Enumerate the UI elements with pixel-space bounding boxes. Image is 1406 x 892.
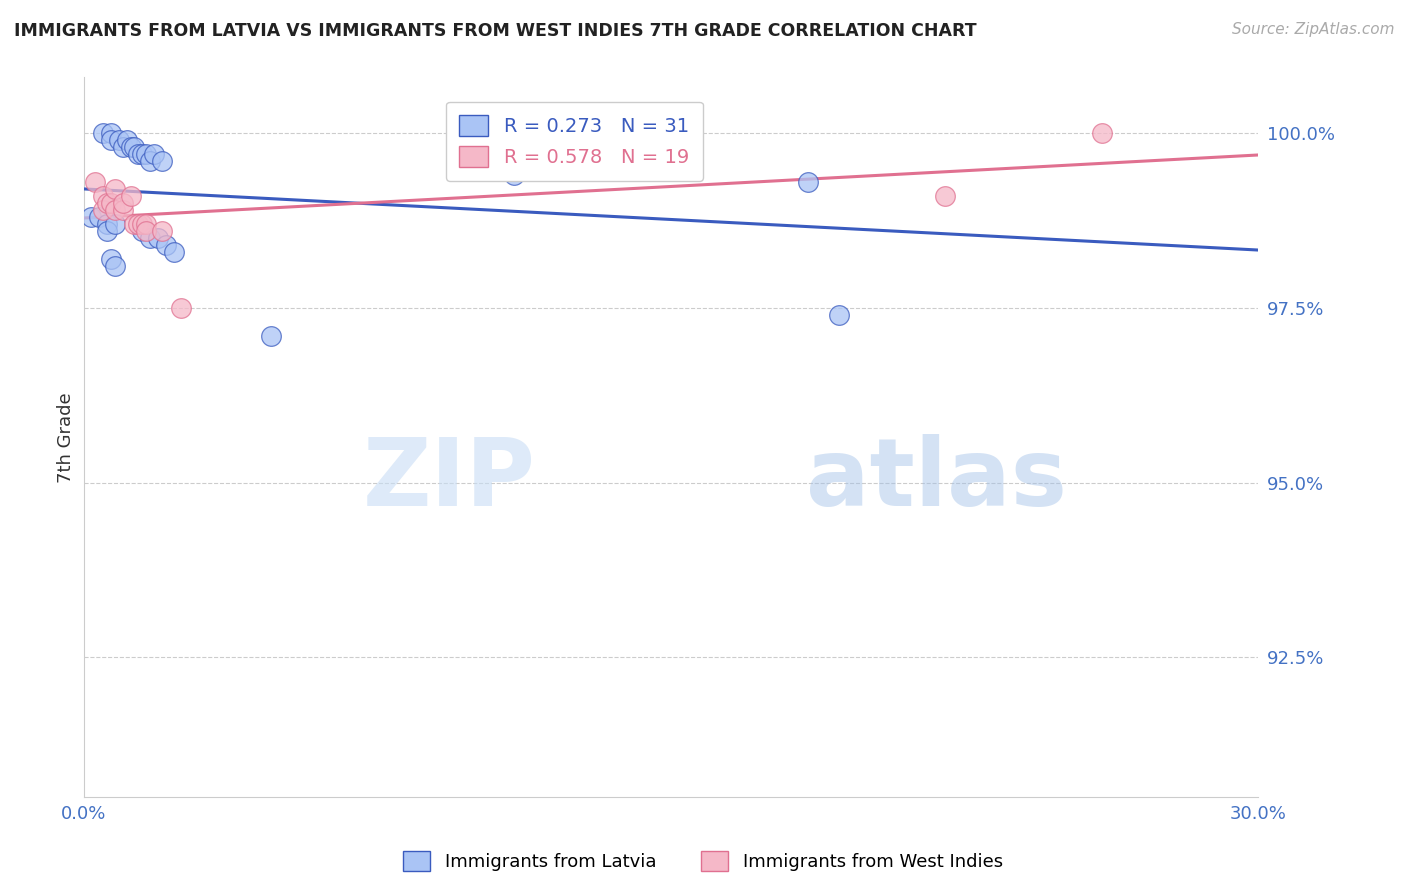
Point: [96, 196, 118, 211]
Point: [107, 133, 129, 147]
Point: [100, 133, 122, 147]
Point: [104, 182, 127, 196]
Point: [150, 224, 173, 238]
Point: [1091, 126, 1114, 140]
Point: [91, 126, 114, 140]
Text: ZIP: ZIP: [363, 434, 536, 526]
Point: [104, 217, 127, 231]
Point: [120, 140, 142, 154]
Point: [797, 175, 820, 189]
Point: [89, 210, 111, 224]
Point: [260, 329, 283, 343]
Point: [503, 168, 526, 182]
Legend: Immigrants from Latvia, Immigrants from West Indies: Immigrants from Latvia, Immigrants from …: [396, 844, 1010, 879]
Y-axis label: 7th Grade: 7th Grade: [58, 392, 75, 483]
Point: [111, 203, 134, 218]
Point: [170, 301, 193, 315]
Point: [111, 196, 134, 211]
Point: [127, 147, 149, 161]
Point: [146, 231, 169, 245]
Text: Source: ZipAtlas.com: Source: ZipAtlas.com: [1232, 22, 1395, 37]
Point: [124, 140, 146, 154]
Point: [139, 154, 162, 169]
Text: atlas: atlas: [806, 434, 1067, 526]
Point: [582, 126, 605, 140]
Point: [124, 217, 146, 231]
Point: [91, 203, 114, 218]
Point: [84, 175, 107, 189]
Point: [127, 217, 149, 231]
Point: [131, 217, 153, 231]
Point: [828, 308, 851, 322]
Point: [104, 203, 127, 218]
Point: [100, 252, 122, 266]
Text: IMMIGRANTS FROM LATVIA VS IMMIGRANTS FROM WEST INDIES 7TH GRADE CORRELATION CHAR: IMMIGRANTS FROM LATVIA VS IMMIGRANTS FRO…: [14, 22, 977, 40]
Point: [131, 147, 153, 161]
Point: [139, 231, 162, 245]
Point: [96, 217, 118, 231]
Point: [131, 224, 153, 238]
Point: [80, 210, 103, 224]
Point: [150, 154, 173, 169]
Point: [934, 189, 956, 203]
Point: [143, 147, 166, 161]
Point: [100, 196, 122, 211]
Point: [120, 189, 142, 203]
Point: [104, 259, 127, 273]
Legend: R = 0.273   N = 31, R = 0.578   N = 19: R = 0.273 N = 31, R = 0.578 N = 19: [446, 102, 703, 181]
Point: [135, 224, 157, 238]
Point: [155, 238, 177, 252]
Point: [91, 189, 114, 203]
Point: [100, 126, 122, 140]
Point: [115, 133, 138, 147]
Point: [96, 224, 118, 238]
Point: [135, 147, 157, 161]
Point: [111, 140, 134, 154]
Point: [162, 245, 184, 260]
Point: [135, 217, 157, 231]
